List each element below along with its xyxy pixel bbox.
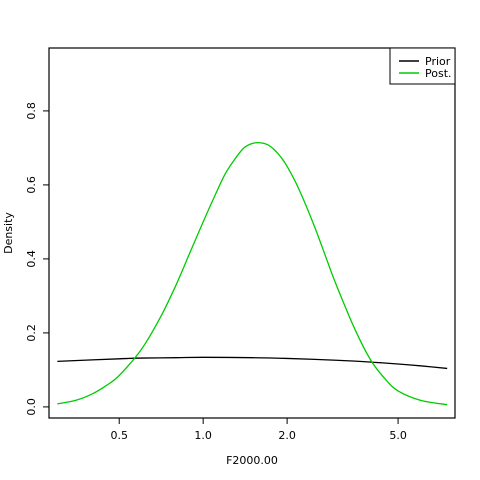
plot-frame — [48, 47, 456, 419]
legend-post-label: Post. — [425, 67, 452, 80]
y-tick-label: 0.6 — [25, 176, 38, 194]
x-axis-label: F2000.00 — [226, 454, 278, 467]
legend-prior-label: Prior — [425, 55, 451, 68]
y-axis: 0.0 0.2 0.4 0.6 0.8 — [25, 102, 49, 416]
x-axis: 0.5 1.0 2.0 5.0 — [110, 418, 407, 442]
y-tick-label: 0.4 — [25, 250, 38, 268]
x-tick-label: 2.0 — [278, 429, 296, 442]
legend: Prior Post. — [389, 47, 456, 85]
x-tick-label: 5.0 — [389, 429, 407, 442]
legend-box — [389, 47, 456, 85]
series-line-post — [57, 141, 448, 406]
x-tick-label: 1.0 — [194, 429, 212, 442]
series-line-prior — [57, 356, 448, 370]
series-layer — [57, 141, 448, 406]
y-axis-label: Density — [2, 212, 15, 254]
y-tick-label: 0.2 — [25, 324, 38, 342]
x-tick-label: 0.5 — [110, 429, 128, 442]
y-tick-label: 0.0 — [25, 398, 38, 416]
y-tick-label: 0.8 — [25, 102, 38, 120]
